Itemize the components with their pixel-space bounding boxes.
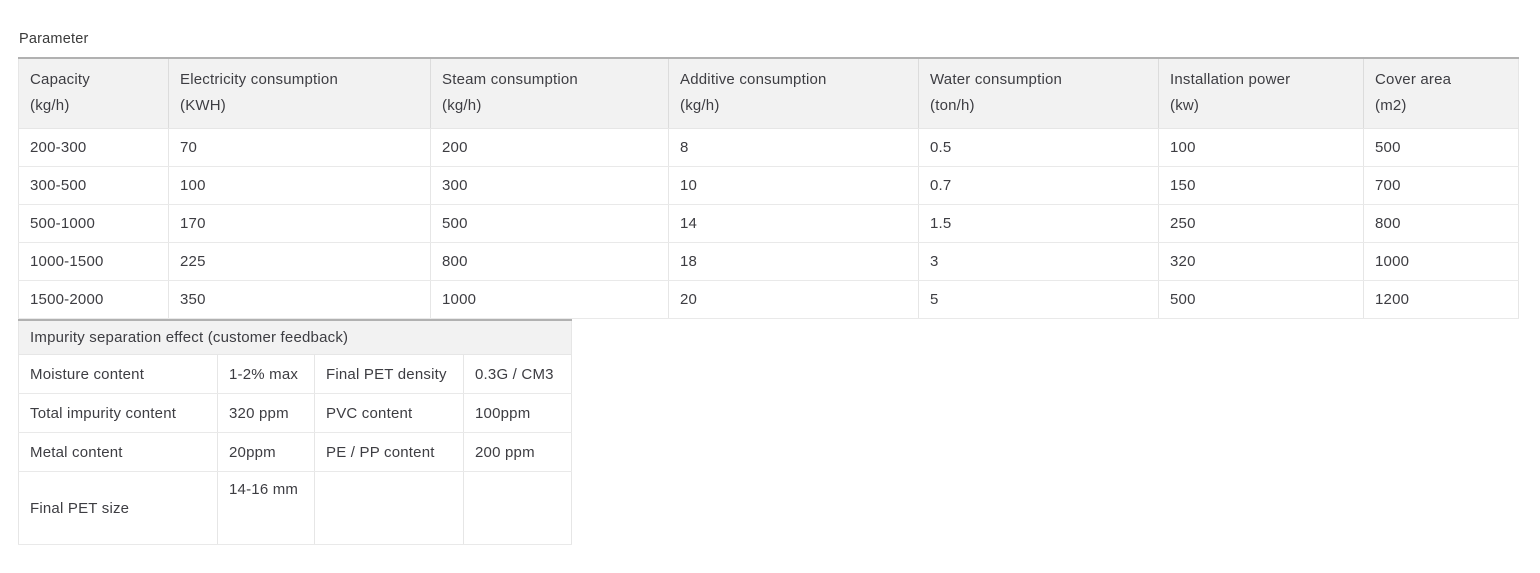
table-cell: 1500-2000 bbox=[18, 280, 169, 319]
table-row: Metal content 20ppm PE / PP content 200 … bbox=[18, 432, 572, 472]
table-row: Final PET size 14-16 mm bbox=[18, 471, 572, 545]
table-cell: 250 bbox=[1158, 204, 1364, 243]
table-cell: Total impurity content bbox=[18, 393, 218, 433]
impurity-table-caption: Impurity separation effect (customer fee… bbox=[18, 320, 572, 355]
table-cell: 170 bbox=[168, 204, 431, 243]
table-cell: 200 bbox=[430, 128, 669, 167]
table-cell bbox=[314, 471, 464, 545]
table-cell: 320 bbox=[1158, 242, 1364, 281]
impurity-table: Impurity separation effect (customer fee… bbox=[18, 319, 573, 545]
column-header-unit: (m2) bbox=[1375, 97, 1407, 114]
table-cell: 800 bbox=[430, 242, 669, 281]
column-header-water: Water consumption (ton/h) bbox=[918, 58, 1159, 129]
table-cell: 10 bbox=[668, 166, 919, 205]
table-cell: Final PET size bbox=[18, 471, 218, 545]
parameter-section-title: Parameter bbox=[19, 31, 89, 47]
column-header-unit: (KWH) bbox=[180, 97, 226, 114]
table-cell: 100 bbox=[168, 166, 431, 205]
column-header-label: Additive consumption bbox=[680, 71, 827, 88]
table-cell: 800 bbox=[1363, 204, 1519, 243]
parameter-header-row: Capacity (kg/h) Electricity consumption … bbox=[18, 58, 1519, 129]
column-header-label: Steam consumption bbox=[442, 71, 578, 88]
table-row: 1000-1500 225 800 18 3 320 1000 bbox=[18, 242, 1519, 281]
table-row: Moisture content 1-2% max Final PET dens… bbox=[18, 354, 572, 394]
column-header-label: Water consumption bbox=[930, 71, 1063, 88]
table-cell: 14-16 mm bbox=[217, 471, 315, 545]
table-cell: 1-2% max bbox=[217, 354, 315, 394]
table-cell bbox=[463, 471, 572, 545]
column-header-label: Installation power bbox=[1170, 71, 1291, 88]
table-cell: PVC content bbox=[314, 393, 464, 433]
table-cell: 20ppm bbox=[217, 432, 315, 472]
table-cell: 1000-1500 bbox=[18, 242, 169, 281]
table-row: 200-300 70 200 8 0.5 100 500 bbox=[18, 128, 1519, 167]
table-cell: 100 bbox=[1158, 128, 1364, 167]
table-row: Total impurity content 320 ppm PVC conte… bbox=[18, 393, 572, 433]
table-cell: 70 bbox=[168, 128, 431, 167]
column-header-additive: Additive consumption (kg/h) bbox=[668, 58, 919, 129]
column-header-label: Capacity bbox=[30, 71, 90, 88]
table-cell: 0.7 bbox=[918, 166, 1159, 205]
table-cell: 3 bbox=[918, 242, 1159, 281]
table-cell: 300-500 bbox=[18, 166, 169, 205]
column-header-label: Electricity consumption bbox=[180, 71, 338, 88]
column-header-unit: (kg/h) bbox=[442, 97, 482, 114]
table-cell: Moisture content bbox=[18, 354, 218, 394]
table-cell: 14 bbox=[668, 204, 919, 243]
table-cell: 500 bbox=[1363, 128, 1519, 167]
table-cell: Metal content bbox=[18, 432, 218, 472]
column-header-unit: (kw) bbox=[1170, 97, 1200, 114]
table-cell: 500-1000 bbox=[18, 204, 169, 243]
column-header-unit: (ton/h) bbox=[930, 97, 975, 114]
table-cell: 0.3G / CM3 bbox=[463, 354, 572, 394]
table-row: 500-1000 170 500 14 1.5 250 800 bbox=[18, 204, 1519, 243]
table-cell: 300 bbox=[430, 166, 669, 205]
column-header-cover-area: Cover area (m2) bbox=[1363, 58, 1519, 129]
table-cell: 200 ppm bbox=[463, 432, 572, 472]
column-header-unit: (kg/h) bbox=[30, 97, 70, 114]
table-cell: 1200 bbox=[1363, 280, 1519, 319]
table-cell: 150 bbox=[1158, 166, 1364, 205]
column-header-steam: Steam consumption (kg/h) bbox=[430, 58, 669, 129]
table-cell: 700 bbox=[1363, 166, 1519, 205]
table-cell: 18 bbox=[668, 242, 919, 281]
table-cell: 5 bbox=[918, 280, 1159, 319]
table-cell: 0.5 bbox=[918, 128, 1159, 167]
table-cell: 225 bbox=[168, 242, 431, 281]
column-header-unit: (kg/h) bbox=[680, 97, 720, 114]
table-cell: 1.5 bbox=[918, 204, 1159, 243]
table-cell: 500 bbox=[430, 204, 669, 243]
table-cell: 320 ppm bbox=[217, 393, 315, 433]
table-row: 1500-2000 350 1000 20 5 500 1200 bbox=[18, 280, 1519, 319]
column-header-label: Cover area bbox=[1375, 71, 1452, 88]
column-header-electricity: Electricity consumption (KWH) bbox=[168, 58, 431, 129]
table-cell: 1000 bbox=[430, 280, 669, 319]
table-cell: PE / PP content bbox=[314, 432, 464, 472]
impurity-header-row: Impurity separation effect (customer fee… bbox=[18, 320, 572, 355]
table-cell: 100ppm bbox=[463, 393, 572, 433]
table-cell: 500 bbox=[1158, 280, 1364, 319]
column-header-installation: Installation power (kw) bbox=[1158, 58, 1364, 129]
table-cell: Final PET density bbox=[314, 354, 464, 394]
table-cell: 20 bbox=[668, 280, 919, 319]
parameter-table: Capacity (kg/h) Electricity consumption … bbox=[18, 57, 1519, 319]
column-header-capacity: Capacity (kg/h) bbox=[18, 58, 169, 129]
table-cell: 200-300 bbox=[18, 128, 169, 167]
table-cell: 8 bbox=[668, 128, 919, 167]
table-cell: 350 bbox=[168, 280, 431, 319]
table-cell: 1000 bbox=[1363, 242, 1519, 281]
table-row: 300-500 100 300 10 0.7 150 700 bbox=[18, 166, 1519, 205]
